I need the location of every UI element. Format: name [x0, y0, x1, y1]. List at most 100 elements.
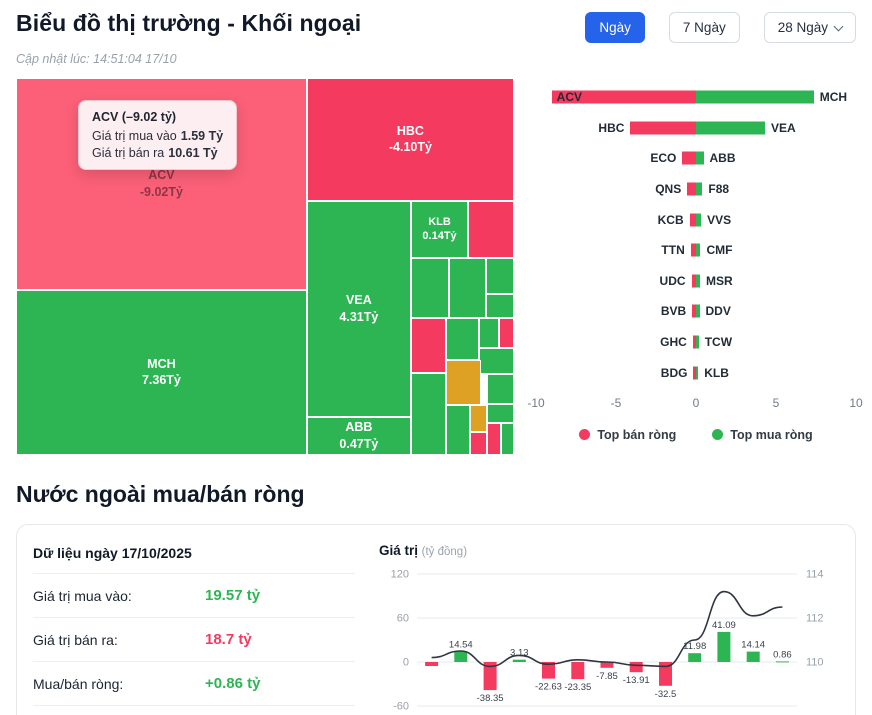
stat-value-buy: 19.57 tỷ: [205, 587, 261, 604]
treemap-block[interactable]: [449, 257, 486, 318]
flow-bar[interactable]: [571, 662, 585, 680]
sell-label-hbc: HBC: [598, 120, 625, 135]
bar-value-label: 14.54: [449, 639, 473, 650]
net-flow-chart[interactable]: Giá trị (tỷ đồng) 120 60 0 -60 114 112 110 14.5…: [377, 535, 843, 715]
treemap-block[interactable]: [478, 347, 514, 374]
treemap-block[interactable]: [500, 423, 514, 455]
treemap-block[interactable]: [468, 200, 514, 258]
range-button-7day[interactable]: 7 Ngày: [668, 12, 740, 43]
flow-bar[interactable]: [542, 662, 555, 679]
bar-value-label: 14.14: [741, 640, 765, 651]
y-axis-left-tick: -60: [393, 701, 409, 713]
treemap-block-mch[interactable]: MCH 7.36Tỷ: [16, 289, 307, 455]
flow-bar[interactable]: [629, 662, 643, 673]
diverging-row: QNS F88: [536, 174, 856, 205]
tooltip-buy-value: 1.59 Tỷ: [180, 129, 224, 143]
treemap-block[interactable]: [410, 372, 446, 455]
range-button-28day[interactable]: 28 Ngày: [763, 12, 856, 43]
treemap-block[interactable]: [469, 431, 487, 455]
treemap-block[interactable]: [410, 257, 450, 318]
sell-label-eco: ECO: [650, 151, 677, 166]
buy-bar-ddv[interactable]: [696, 304, 700, 318]
flow-bar[interactable]: [659, 662, 672, 686]
buy-label-msr: MSR: [706, 273, 733, 288]
treemap-block[interactable]: [445, 405, 470, 455]
flow-bar[interactable]: [483, 662, 497, 691]
stat-row-buy: Giá trị mua vào: 19.57 tỷ: [33, 574, 355, 618]
flow-bar[interactable]: [717, 631, 731, 662]
buy-bar-cmf[interactable]: [696, 243, 701, 257]
bar-value-label: 3.13: [510, 648, 529, 659]
flow-bar[interactable]: [454, 651, 468, 662]
buy-label-mch: MCH: [819, 90, 848, 105]
bar-value-label: -13.91: [623, 675, 650, 686]
buy-bar-mch[interactable]: [696, 90, 814, 104]
sell-label-ttn: TTN: [661, 243, 685, 258]
treemap-block-klb[interactable]: KLB 0.14Tỷ: [410, 200, 469, 258]
sell-bar-kcb[interactable]: [689, 213, 696, 227]
flow-bar[interactable]: [688, 653, 702, 662]
treemap-block-hbc[interactable]: HBC -4.10Tỷ: [306, 78, 514, 201]
sell-bar-hbc[interactable]: [630, 121, 696, 135]
flow-bar[interactable]: [746, 651, 760, 662]
sell-bar-qns[interactable]: [687, 182, 696, 196]
y-axis-right-tick: 112: [806, 613, 824, 625]
buy-bar-klb[interactable]: [696, 366, 699, 380]
buy-bar-msr[interactable]: [696, 274, 700, 288]
flow-bar[interactable]: [512, 659, 526, 662]
range-button-day[interactable]: Ngày: [585, 12, 645, 43]
treemap-block-abb[interactable]: ABB 0.47Tỷ: [306, 416, 411, 455]
flow-bar[interactable]: [600, 662, 614, 668]
treemap-block[interactable]: [485, 293, 514, 318]
range-buttons: Ngày 7 Ngày 28 Ngày: [585, 12, 856, 43]
y-axis-left-tick: 0: [403, 657, 409, 669]
legend-item: Top mua ròng: [712, 428, 813, 442]
buy-label-tcw: TCW: [704, 335, 733, 350]
treemap-tooltip: ACV (–9.02 tỷ) Giá trị mua vào 1.59 Tỷ Gi…: [78, 100, 238, 170]
buy-bar-vea[interactable]: [696, 121, 765, 135]
flow-bar[interactable]: [775, 661, 789, 663]
treemap-block[interactable]: [486, 403, 514, 424]
index-line: [431, 590, 783, 668]
sell-bar-bdg[interactable]: [693, 366, 696, 380]
buy-bar-vvs[interactable]: [696, 213, 702, 227]
treemap-block-vea[interactable]: VEA 4.31Tỷ: [306, 200, 411, 417]
sell-bar-acv[interactable]: [551, 90, 696, 104]
stat-label-buy: Giá trị mua vào:: [33, 587, 132, 604]
buy-label-vvs: VVS: [707, 212, 732, 227]
sell-label-acv: ACV: [556, 90, 583, 105]
bar-value-label: -22.63: [535, 682, 562, 693]
buy-bar-abb[interactable]: [696, 151, 704, 165]
net-stats: Dữ liệu ngày 17/10/2025 Giá trị mua vào:…: [33, 535, 355, 715]
tooltip-title: ACV (–9.02 tỷ): [92, 110, 177, 124]
buy-bar-f88[interactable]: [696, 182, 703, 196]
sell-label-qns: QNS: [655, 182, 682, 197]
sell-bar-ttn[interactable]: [690, 243, 696, 257]
treemap-block[interactable]: [485, 257, 514, 294]
treemap-block[interactable]: [486, 373, 514, 404]
diverging-row: HBC VEA: [536, 113, 856, 144]
treemap-block[interactable]: [486, 423, 501, 455]
stat-value-net: +0.86 tỷ: [205, 675, 261, 692]
diverging-row: KCB VVS: [536, 204, 856, 235]
treemap-block[interactable]: [410, 317, 446, 373]
bar-value-label: -32.5: [655, 689, 677, 700]
sell-bar-ghc[interactable]: [692, 335, 696, 349]
treemap-block[interactable]: [478, 317, 500, 348]
chart-title-unit: (tỷ đồng): [421, 546, 468, 558]
sell-bar-eco[interactable]: [682, 151, 696, 165]
flow-bar[interactable]: [425, 662, 439, 666]
buy-bar-tcw[interactable]: [696, 335, 699, 349]
treemap-block[interactable]: [445, 317, 479, 360]
diverging-row: GHC TCW: [536, 327, 856, 358]
treemap-block[interactable]: [445, 359, 481, 406]
sell-label-kcb: KCB: [657, 212, 684, 227]
sell-bar-bvb[interactable]: [692, 304, 696, 318]
net-flow-chart-svg[interactable]: 120600-6011411211014.54-38.353.13-22.63-…: [377, 566, 843, 715]
treemap-block[interactable]: [499, 317, 514, 348]
bar-value-label: 0.86: [773, 649, 792, 660]
diverging-rows: ACV MCH HBC VEA ECO ABB QNS F88 KCB VVS TTN CMF UDC M…: [536, 82, 856, 388]
bar-value-label: -7.85: [596, 671, 618, 682]
sell-bar-udc[interactable]: [691, 274, 696, 288]
treemap-block[interactable]: [469, 405, 487, 432]
